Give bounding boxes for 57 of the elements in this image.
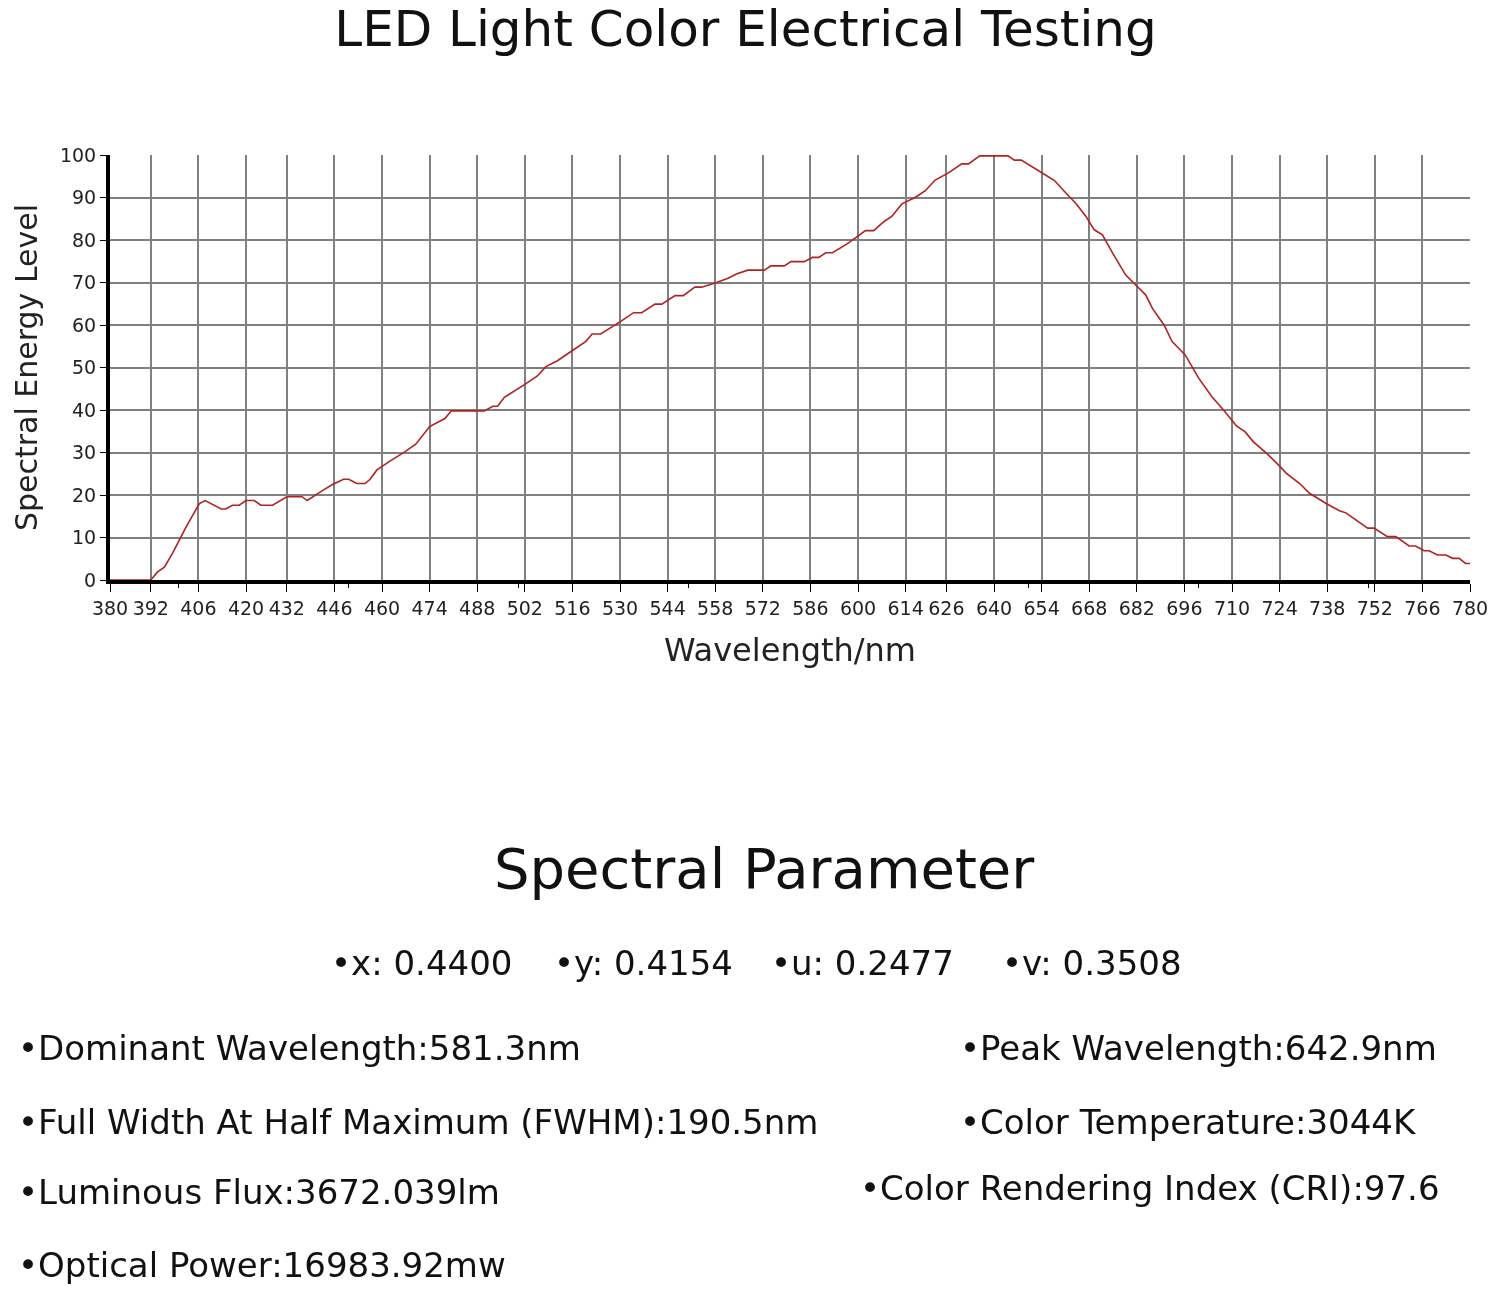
y-tick-label: 80 (72, 228, 97, 251)
text: •v: 0.3508 (1002, 943, 1182, 983)
text: •u: 0.2477 (771, 943, 954, 983)
text: •x: 0.4400 (331, 943, 513, 983)
x-tick-label: 752 (1356, 596, 1393, 619)
x-tick-label: 392 (132, 596, 169, 619)
x-axis-title: Wavelength/nm (663, 631, 917, 670)
y-tick-label: 30 (72, 441, 97, 464)
x-tick-label: 502 (506, 596, 543, 619)
y-tick-label: 20 (72, 483, 97, 506)
y-tick-label: 90 (72, 186, 97, 209)
x-tick-label: 654 (1023, 596, 1060, 619)
y-tick-label: 70 (72, 271, 97, 294)
x-tick-label: 420 (227, 596, 265, 619)
text: •Optical Power:16983.92mw (18, 1245, 506, 1285)
y-tick-label: 0 (84, 568, 97, 591)
line-series (110, 155, 1470, 580)
x-tick-label: 558 (697, 596, 734, 619)
x-tick-label: 544 (649, 596, 686, 619)
x-tick-label: 432 (268, 596, 305, 619)
x-tick-label: 682 (1118, 596, 1155, 619)
x-tick-label: 640 (975, 596, 1013, 619)
text: •Dominant Wavelength:581.3nm (18, 1028, 581, 1068)
y-tick-label: 10 (72, 526, 97, 549)
text: •y: 0.4154 (554, 943, 733, 983)
x-tick-label: 586 (792, 596, 829, 619)
text: •Color Rendering Index (CRI):97.6 (860, 1168, 1440, 1208)
y-tick-label: 100 (59, 143, 97, 166)
x-tick-label: 572 (744, 596, 781, 619)
x-tick-label: 614 (887, 596, 924, 619)
x-tick-label: 446 (316, 596, 353, 619)
x-tick-label: 766 (1404, 596, 1441, 619)
text: Spectral Parameter (494, 836, 1036, 901)
y-tick-label: 60 (72, 313, 97, 336)
y-tick-label: 40 (72, 398, 97, 421)
y-tick-label: 50 (72, 356, 97, 379)
x-tick-label: 738 (1309, 596, 1346, 619)
x-tick-label: 724 (1261, 596, 1298, 619)
x-tick-label: 474 (411, 596, 448, 619)
text: •Peak Wavelength:642.9nm (960, 1028, 1437, 1068)
x-tick-label: 530 (601, 596, 639, 619)
x-tick-label: 780 (1451, 596, 1489, 619)
x-tick-label: 696 (1166, 596, 1203, 619)
x-tick-label: 460 (363, 596, 401, 619)
x-tick-label: 516 (554, 596, 591, 619)
x-tick-label: 626 (928, 596, 965, 619)
x-tick-label: 488 (459, 596, 496, 619)
chart-title: LED Light Color Electrical Testing (334, 0, 1157, 58)
x-tick-label: 668 (1071, 596, 1108, 619)
x-tick-label: 380 (91, 596, 129, 619)
y-axis-title: Spectral Energy Level (9, 203, 45, 532)
text: •Full Width At Half Maximum (FWHM):190.5nm (18, 1102, 819, 1142)
text: •Color Temperature:3044K (960, 1102, 1417, 1142)
x-tick-label: 406 (180, 596, 217, 619)
text: •Luminous Flux:3672.039lm (18, 1172, 500, 1212)
x-tick-label: 710 (1213, 596, 1251, 619)
x-tick-label: 600 (839, 596, 877, 619)
